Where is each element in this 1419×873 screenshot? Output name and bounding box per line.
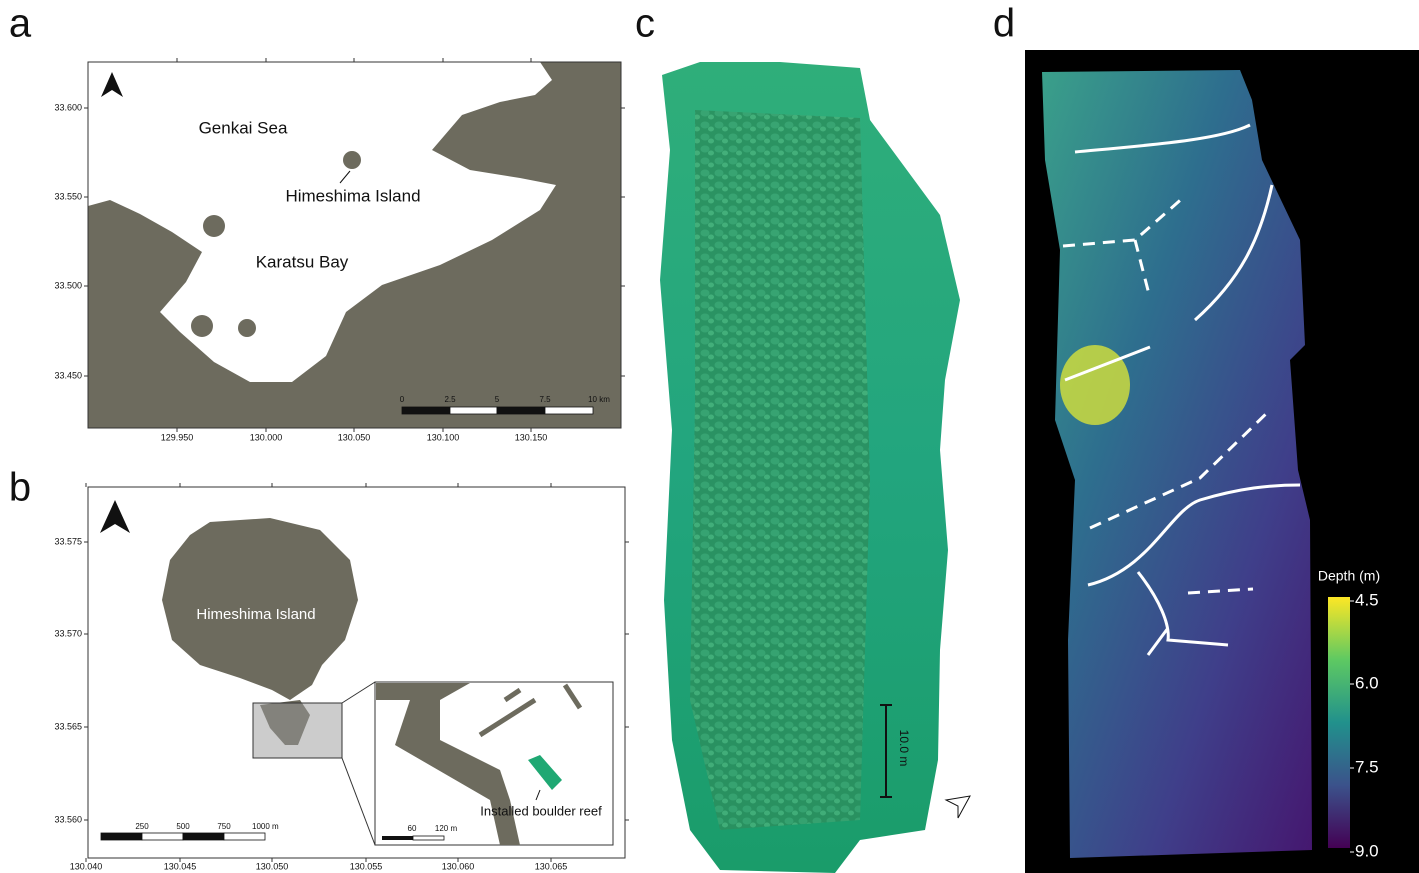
north-arrow (946, 796, 970, 818)
island (191, 315, 213, 337)
orthomosaic (660, 62, 970, 873)
panel-label: d (993, 2, 1015, 46)
shallow-area (1060, 345, 1130, 425)
place-label: Karatsu Bay (256, 252, 349, 271)
scale-label: 0 (400, 395, 405, 404)
x-tick-label: 130.050 (338, 432, 371, 442)
colorbar-tick-label: 7.5 (1355, 757, 1379, 776)
colorbar (1328, 597, 1350, 848)
scale-segment (224, 833, 265, 840)
scale-label: 120 m (435, 824, 458, 833)
scale-label: 1000 m (252, 822, 279, 831)
x-tick-label: 130.060 (442, 861, 475, 871)
scale-segment (101, 833, 142, 840)
island (238, 319, 256, 337)
x-tick-label: 130.040 (70, 861, 103, 871)
place-label: Himeshima Island (196, 606, 315, 623)
scale-label: 750 (217, 822, 231, 831)
dem (1025, 50, 1419, 873)
x-tick-label: 129.950 (161, 432, 194, 442)
y-tick-label: 33.450 (54, 370, 82, 380)
scale-segment (497, 407, 545, 414)
panel-label: b (9, 466, 31, 510)
scale-segment (545, 407, 593, 414)
scale-label: 5 (495, 395, 500, 404)
y-tick-label: 33.500 (54, 280, 82, 290)
scale-segment (382, 836, 413, 840)
inset-box (253, 703, 342, 758)
y-tick-label: 33.570 (54, 628, 82, 638)
colorbar-title: Depth (m) (1318, 568, 1380, 584)
x-tick-label: 130.045 (164, 861, 197, 871)
colorbar-tick-label: 4.5 (1355, 590, 1379, 609)
scale-segment (183, 833, 224, 840)
x-tick-label: 130.000 (250, 432, 283, 442)
scale-label: 10.0 m (897, 730, 911, 767)
scale-label: 60 (408, 824, 417, 833)
scale-label: 7.5 (539, 395, 551, 404)
scale-label: 500 (176, 822, 190, 831)
x-tick-label: 130.065 (535, 861, 568, 871)
scale-segment (142, 833, 183, 840)
x-tick-label: 130.150 (515, 432, 548, 442)
annotation: Installed boulder reef (480, 803, 602, 818)
map-a (88, 62, 621, 428)
place-label: Himeshima Island (285, 186, 420, 205)
colorbar-tick-label: 6.0 (1355, 673, 1379, 692)
scale-segment (413, 836, 444, 840)
panel-label: a (9, 2, 32, 46)
boulders (690, 110, 870, 830)
y-tick-label: 33.600 (54, 102, 82, 112)
island (203, 215, 225, 237)
y-tick-label: 33.560 (54, 814, 82, 824)
x-tick-label: 130.100 (427, 432, 460, 442)
x-tick-label: 130.055 (350, 861, 383, 871)
y-tick-label: 33.565 (54, 721, 82, 731)
scale-segment (450, 407, 497, 414)
figure: a b c d Genkai Sea Himeshima Island Karatsu Ba… (0, 0, 1419, 873)
panel-label: c (635, 2, 655, 46)
place-label: Genkai Sea (199, 118, 288, 137)
y-tick-label: 33.550 (54, 191, 82, 201)
map-b (88, 487, 625, 858)
colorbar-tick-label: 9.0 (1355, 841, 1379, 860)
scale-segment (402, 407, 450, 414)
scale-label: 250 (135, 822, 149, 831)
scale-label: 10 km (588, 395, 610, 404)
x-tick-label: 130.050 (256, 861, 289, 871)
island (343, 151, 361, 169)
y-tick-label: 33.575 (54, 536, 82, 546)
scale-label: 2.5 (444, 395, 456, 404)
